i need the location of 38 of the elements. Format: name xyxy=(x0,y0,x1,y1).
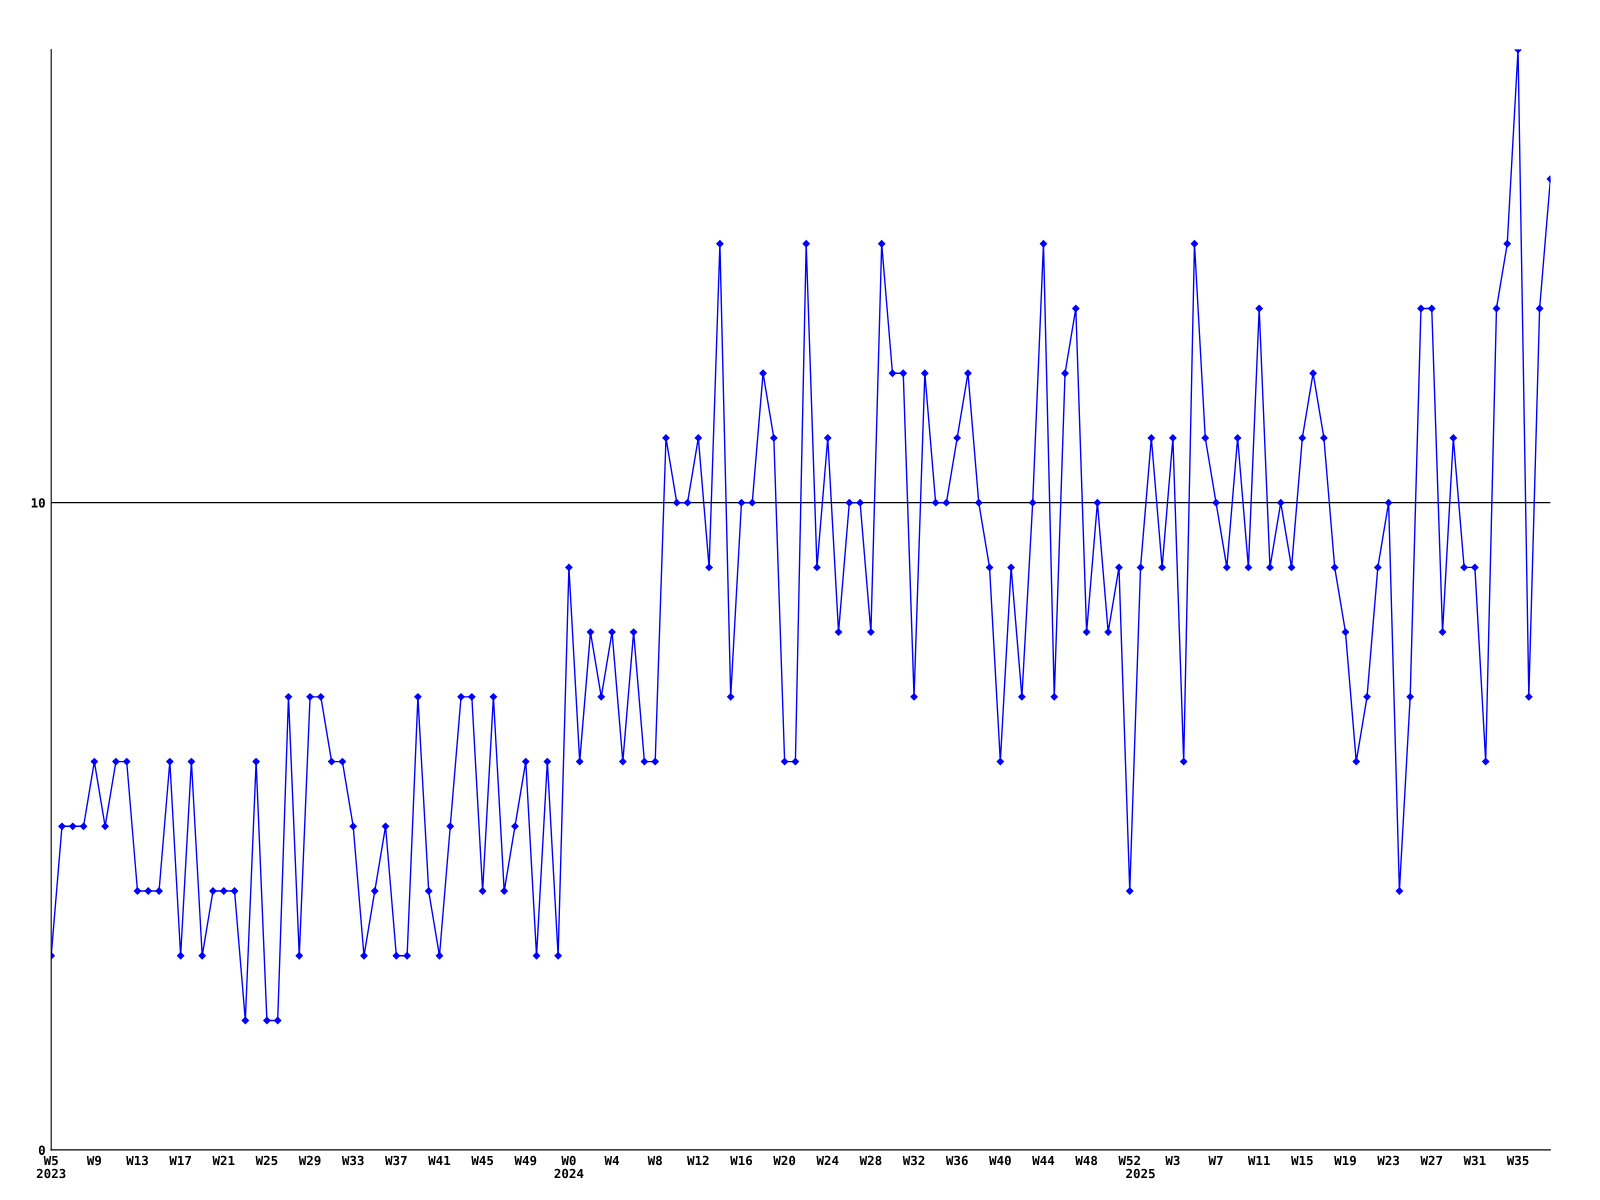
x-tick-label: W24 xyxy=(816,1155,839,1166)
x-tick-label: 2025 xyxy=(1126,1168,1155,1179)
x-tick-label: W33 xyxy=(341,1155,364,1166)
x-tick-label: W27 xyxy=(1420,1155,1443,1166)
x-tick-label: W23 xyxy=(1377,1155,1400,1166)
x-tick-label: W0 2024 xyxy=(554,1155,584,1179)
y-tick-label: 10 xyxy=(31,498,45,508)
x-tick-label: W31 xyxy=(1463,1155,1486,1166)
x-tick-label: W28 xyxy=(859,1155,882,1166)
x-tick-label: W35 xyxy=(1506,1155,1529,1166)
x-tick-label: W32 xyxy=(902,1155,925,1166)
x-tick-label: W19 xyxy=(1334,1155,1356,1166)
x-tick-label: W37 xyxy=(385,1155,407,1166)
x-tick-label: W4 xyxy=(604,1155,620,1166)
x-tick-label: W12 xyxy=(687,1155,709,1166)
x-tick-label: W17 xyxy=(169,1155,191,1166)
x-tick-label: W7 xyxy=(1208,1155,1223,1166)
x-tick-label: W41 xyxy=(428,1155,451,1166)
x-tick-label: W25 xyxy=(255,1155,278,1166)
x-tick-label: W49 xyxy=(514,1155,537,1166)
x-tick-label: W36 xyxy=(945,1155,968,1166)
x-tick-label: W9 xyxy=(86,1155,102,1166)
x-tick-label: W40 xyxy=(989,1155,1011,1166)
x-tick-label: W16 xyxy=(730,1155,753,1166)
x-tick-label: W20 xyxy=(773,1155,796,1166)
x-tick-label: W11 xyxy=(1247,1155,1270,1166)
x-tick-label: W5 2023 xyxy=(36,1155,66,1179)
x-tick-label: W48 xyxy=(1075,1155,1098,1166)
x-tick-label: W52 xyxy=(1118,1155,1141,1166)
x-tick-label: W21 xyxy=(212,1155,235,1166)
x-tick-label: W3 xyxy=(1165,1155,1180,1166)
x-tick-label: W29 xyxy=(298,1155,321,1166)
x-tick-label: W8 xyxy=(647,1155,662,1166)
x-tick-label: W44 xyxy=(1032,1155,1055,1166)
x-tick-label: W45 xyxy=(471,1155,494,1166)
x-tick-label: W13 xyxy=(126,1155,148,1166)
y-tick-label: 0 xyxy=(38,1145,45,1155)
x-tick-label: W15 xyxy=(1291,1155,1313,1166)
